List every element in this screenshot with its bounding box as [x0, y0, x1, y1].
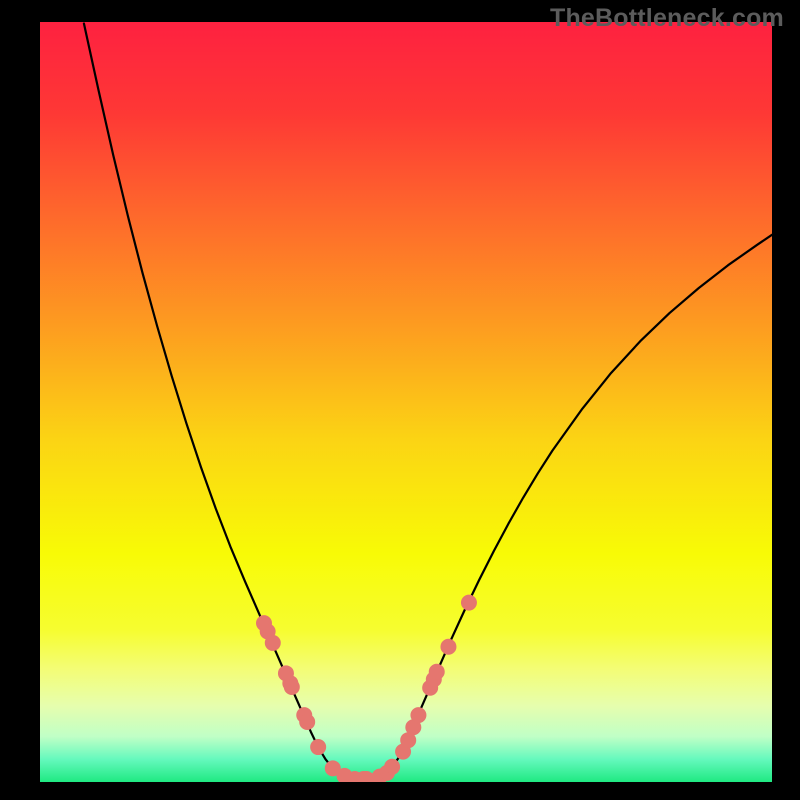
- data-marker: [411, 708, 426, 723]
- data-marker: [300, 714, 315, 729]
- data-marker: [265, 635, 280, 650]
- data-marker: [441, 639, 456, 654]
- chart-stage: TheBottleneck.com: [0, 0, 800, 800]
- data-marker: [461, 595, 476, 610]
- data-marker: [311, 740, 326, 755]
- gradient-background: [40, 22, 772, 782]
- data-marker: [429, 664, 444, 679]
- plot-area: [40, 22, 772, 782]
- data-marker: [385, 759, 400, 774]
- watermark-label: TheBottleneck.com: [550, 4, 784, 33]
- data-marker: [284, 680, 299, 695]
- chart-svg: [40, 22, 772, 782]
